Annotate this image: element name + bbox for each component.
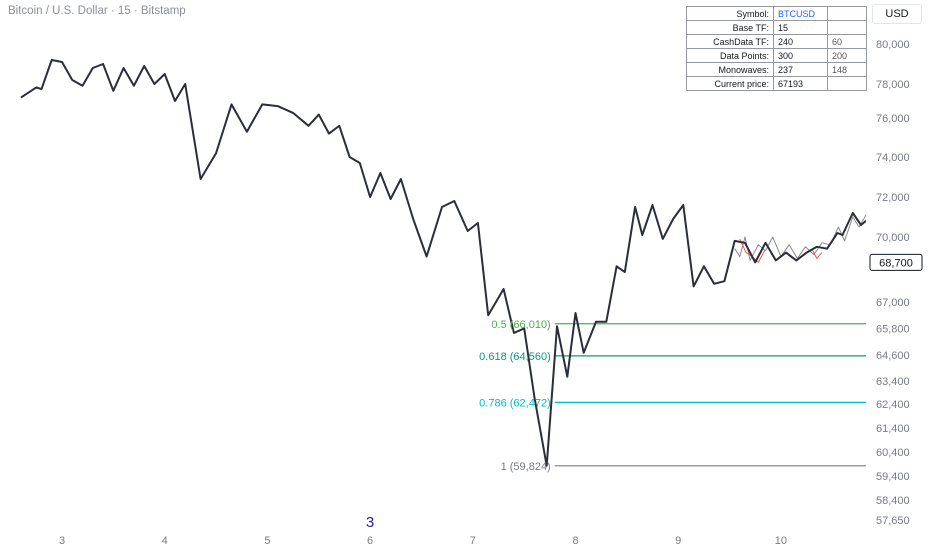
y-tick-label: 80,000 bbox=[876, 39, 910, 51]
info-value-secondary bbox=[827, 76, 867, 91]
x-tick-label: 7 bbox=[470, 535, 476, 547]
info-value-secondary bbox=[827, 6, 867, 21]
y-tick-label: 59,400 bbox=[876, 471, 910, 483]
time-axis[interactable]: 3 4 5 6 7 8 9 10 bbox=[59, 535, 787, 547]
y-tick-label: 57,650 bbox=[876, 515, 910, 527]
info-value-secondary: 200 bbox=[827, 48, 867, 63]
table-row: Current price: 67193 bbox=[686, 76, 867, 91]
price-axis-background bbox=[866, 0, 932, 550]
x-tick-label: 4 bbox=[162, 535, 168, 547]
y-tick-label: 58,400 bbox=[876, 495, 910, 507]
info-value: 300 bbox=[773, 48, 828, 63]
y-tick-label: 76,000 bbox=[876, 113, 910, 125]
x-tick-label: 6 bbox=[367, 535, 373, 547]
price-series bbox=[20, 59, 932, 467]
table-row: Data Points: 300 200 bbox=[686, 48, 867, 63]
table-row: CashData TF: 240 60 bbox=[686, 34, 867, 49]
series-line-minor bbox=[811, 248, 823, 260]
y-tick-label: 72,000 bbox=[876, 192, 910, 204]
chart-title: Bitcoin / U.S. Dollar · 15 · Bitstamp bbox=[8, 5, 186, 17]
x-tick-label: 3 bbox=[59, 535, 65, 547]
info-value: 67193 bbox=[773, 76, 828, 91]
info-value: 240 bbox=[773, 34, 828, 49]
y-tick-label: 74,000 bbox=[876, 152, 910, 164]
info-value: BTCUSD bbox=[773, 6, 828, 21]
fib-label: 0.786 (62,472) bbox=[479, 397, 551, 409]
y-tick-label: 70,000 bbox=[876, 232, 910, 244]
currency-button[interactable]: USD bbox=[872, 4, 922, 24]
y-tick-label: 63,400 bbox=[876, 376, 910, 388]
info-label: Data Points: bbox=[686, 48, 774, 63]
last-price-label: 68,700 bbox=[879, 257, 913, 269]
info-label: Base TF: bbox=[686, 20, 774, 35]
info-value: 237 bbox=[773, 62, 828, 77]
y-tick-label: 65,800 bbox=[876, 323, 910, 335]
wave-marker-label: 3 bbox=[366, 514, 374, 531]
series-line-main bbox=[20, 59, 932, 467]
last-price-badge: 68,700 bbox=[869, 253, 923, 271]
x-tick-label: 9 bbox=[675, 535, 681, 547]
y-tick-label: 67,000 bbox=[876, 297, 910, 309]
y-tick-label: 78,000 bbox=[876, 79, 910, 91]
info-label: CashData TF: bbox=[686, 34, 774, 49]
table-row: Monowaves: 237 148 bbox=[686, 62, 867, 77]
info-value-secondary: 60 bbox=[827, 34, 867, 49]
x-tick-label: 10 bbox=[775, 535, 787, 547]
info-value-secondary: 148 bbox=[827, 62, 867, 77]
x-tick-label: 8 bbox=[572, 535, 578, 547]
y-tick-label: 61,400 bbox=[876, 423, 910, 435]
info-value-secondary bbox=[827, 20, 867, 35]
fib-label: 0.618 (64,560) bbox=[479, 351, 551, 363]
fib-label: 1 (59,824) bbox=[501, 461, 551, 473]
table-row: Symbol: BTCUSD bbox=[686, 6, 867, 21]
info-value: 15 bbox=[773, 20, 828, 35]
fib-label: 0.5 (66,010) bbox=[491, 319, 550, 331]
info-label: Monowaves: bbox=[686, 62, 774, 77]
info-label: Current price: bbox=[686, 76, 774, 91]
price-axis[interactable]: 80,000 78,000 76,000 74,000 72,000 70,000 67,0… bbox=[866, 0, 932, 550]
info-label: Symbol: bbox=[686, 6, 774, 21]
fib-level-labels: 0.5 (66,010) 0.618 (64,560) 0.786 (62,472)… bbox=[479, 319, 551, 473]
fib-level-lines bbox=[554, 323, 866, 467]
y-tick-label: 64,600 bbox=[876, 350, 910, 362]
info-table: Symbol: BTCUSD Base TF: 15 CashData TF: … bbox=[686, 6, 867, 91]
last-price-box bbox=[869, 253, 923, 271]
table-row: Base TF: 15 bbox=[686, 20, 867, 35]
y-tick-label: 62,400 bbox=[876, 399, 910, 411]
x-tick-label: 5 bbox=[264, 535, 270, 547]
y-tick-label: 60,400 bbox=[876, 447, 910, 459]
